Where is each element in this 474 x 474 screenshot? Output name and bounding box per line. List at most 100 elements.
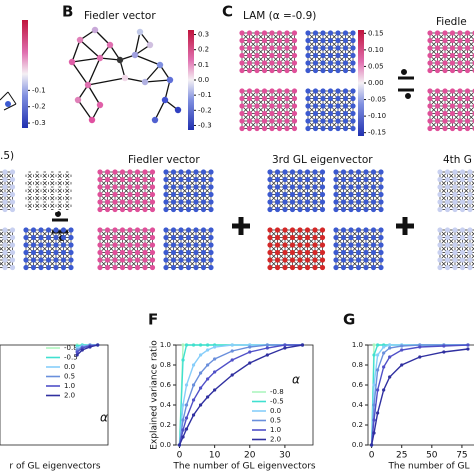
node <box>305 110 311 117</box>
node <box>444 184 451 190</box>
node <box>457 67 463 74</box>
node <box>452 176 458 183</box>
node <box>193 184 199 190</box>
node <box>170 264 177 271</box>
node <box>97 257 103 263</box>
node <box>178 257 184 263</box>
node <box>434 95 441 102</box>
node <box>444 206 451 213</box>
node <box>335 37 341 44</box>
legend-title: α <box>100 411 108 425</box>
node <box>333 227 339 233</box>
node <box>208 227 214 233</box>
x-axis-label: The number of GL <box>387 462 469 472</box>
node <box>119 176 126 183</box>
node <box>151 116 159 124</box>
node <box>246 103 253 109</box>
node <box>112 242 118 248</box>
node <box>444 257 451 263</box>
node <box>437 199 443 205</box>
legend-label: 2.0 <box>270 436 281 444</box>
node <box>267 176 273 183</box>
edge <box>7 91 17 105</box>
node <box>106 41 114 49</box>
point <box>230 373 234 377</box>
node <box>363 176 369 183</box>
node <box>119 227 126 233</box>
edge <box>134 31 141 56</box>
x-tick-label: 20 <box>244 451 256 461</box>
edge <box>77 99 93 121</box>
point <box>248 361 252 365</box>
node <box>335 60 341 66</box>
point <box>181 418 185 422</box>
node <box>178 169 184 175</box>
node <box>2 242 8 248</box>
node <box>60 176 67 183</box>
point <box>206 395 210 399</box>
colorbar-label: -0.3 <box>32 119 46 127</box>
node <box>340 176 347 183</box>
node <box>60 249 67 256</box>
node <box>350 60 356 66</box>
node <box>193 234 199 241</box>
node <box>68 234 74 241</box>
node <box>112 184 118 190</box>
point <box>230 358 234 362</box>
node <box>119 257 126 263</box>
node <box>254 67 260 74</box>
node <box>200 191 207 198</box>
node <box>320 67 326 74</box>
node <box>254 110 260 117</box>
node <box>142 199 148 205</box>
point <box>376 411 380 415</box>
node <box>355 242 362 248</box>
node <box>104 249 111 256</box>
node <box>68 176 74 183</box>
node <box>178 184 184 190</box>
node <box>327 110 334 117</box>
node <box>134 169 141 175</box>
node <box>363 227 369 233</box>
node <box>170 199 177 205</box>
node <box>291 125 298 132</box>
node <box>312 88 319 94</box>
node <box>289 234 296 241</box>
node <box>239 67 245 74</box>
node <box>370 169 377 175</box>
edge <box>0 91 9 101</box>
point <box>230 349 234 353</box>
node <box>134 249 141 256</box>
node <box>23 242 29 248</box>
node <box>434 118 441 124</box>
node <box>53 176 59 183</box>
panel-label: G <box>343 311 355 329</box>
series-line <box>178 344 303 446</box>
node <box>267 242 273 248</box>
node <box>370 191 377 198</box>
point <box>213 357 217 361</box>
point <box>191 413 196 417</box>
node <box>53 169 59 175</box>
node <box>127 199 133 205</box>
node <box>363 206 369 213</box>
node <box>104 257 111 263</box>
series-line <box>178 344 303 446</box>
node <box>442 30 448 36</box>
node <box>342 118 349 124</box>
point <box>265 353 269 357</box>
node <box>297 199 303 205</box>
edge <box>79 39 101 59</box>
node <box>437 264 443 271</box>
series-line <box>178 344 303 446</box>
node <box>348 176 354 183</box>
node <box>60 242 67 248</box>
point <box>248 350 252 354</box>
node <box>119 264 126 271</box>
node <box>467 199 473 205</box>
node <box>319 249 326 256</box>
point <box>184 343 189 347</box>
node <box>97 184 103 190</box>
point <box>198 353 203 357</box>
node <box>261 45 268 51</box>
